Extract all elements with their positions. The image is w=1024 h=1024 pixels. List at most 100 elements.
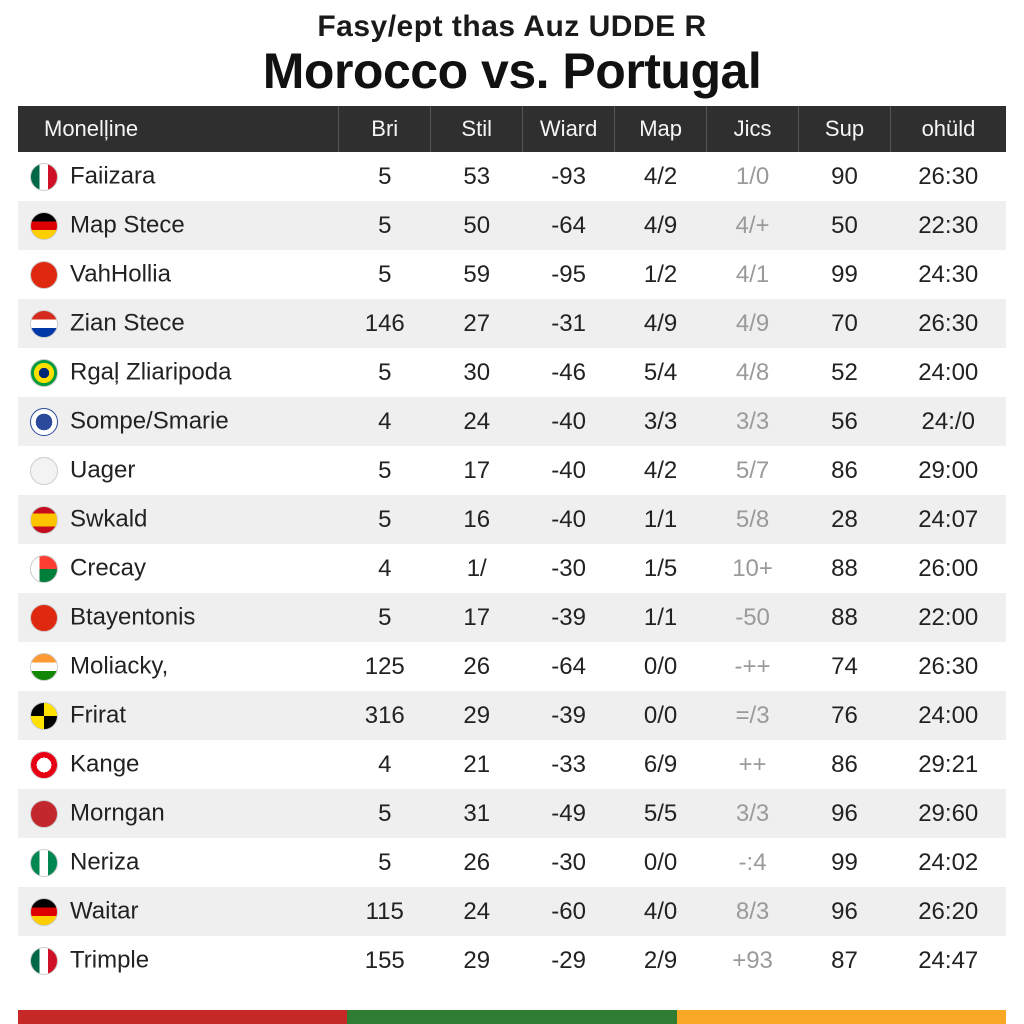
table-body: Faiizara553-934/21/09026:30Map Stece550-…	[18, 152, 1006, 985]
page-root: Fasy/ept thas Auz UDDE R Morocco vs. Por…	[0, 0, 1024, 1024]
table-row[interactable]: Sompe/Smarie424-403/33/35624:/0	[18, 397, 1006, 446]
cell-jics: -++	[707, 642, 799, 691]
cell-stil: 26	[431, 642, 523, 691]
table-header: Monelļine Bri Stil Wiard Map Jics Sup oh…	[18, 106, 1006, 152]
cell-jics: 8/3	[707, 887, 799, 936]
table-row[interactable]: Neriza526-300/0-:49924:02	[18, 838, 1006, 887]
col-header-jics: Jics	[707, 106, 799, 152]
cell-sup: 56	[799, 397, 891, 446]
cell-sup: 96	[799, 789, 891, 838]
cell-name: Trimple	[18, 936, 339, 985]
table-row[interactable]: Crecay41/-301/510+8826:00	[18, 544, 1006, 593]
cell-jics: 4/+	[707, 201, 799, 250]
cell-last: 26:30	[890, 299, 1006, 348]
row-name-text: Faiizara	[70, 163, 155, 190]
cell-wiard: -40	[523, 397, 615, 446]
cell-last: 26:00	[890, 544, 1006, 593]
table-row[interactable]: Btayentonis517-391/1-508822:00	[18, 593, 1006, 642]
cell-name: Rgaļ Zliaripoda	[18, 348, 339, 397]
cell-bri: 4	[339, 397, 431, 446]
cell-sup: 28	[799, 495, 891, 544]
table-row[interactable]: Frirat31629-390/0=/37624:00	[18, 691, 1006, 740]
cell-wiard: -46	[523, 348, 615, 397]
row-name-text: Btayentonis	[70, 604, 195, 631]
table-row[interactable]: Faiizara553-934/21/09026:30	[18, 152, 1006, 201]
cell-jics: ++	[707, 740, 799, 789]
bottom-seg-1	[18, 1010, 347, 1024]
cell-map: 4/2	[615, 152, 707, 201]
cell-wiard: -39	[523, 691, 615, 740]
cell-map: 1/2	[615, 250, 707, 299]
cell-stil: 26	[431, 838, 523, 887]
cell-sup: 96	[799, 887, 891, 936]
cell-stil: 53	[431, 152, 523, 201]
cell-name: Moliacky,	[18, 642, 339, 691]
table-row[interactable]: Trimple15529-292/9+938724:47	[18, 936, 1006, 985]
cell-last: 24:47	[890, 936, 1006, 985]
cell-sup: 50	[799, 201, 891, 250]
cell-last: 29:00	[890, 446, 1006, 495]
row-name-text: Moliacky,	[70, 653, 168, 680]
table-row[interactable]: Rgaļ Zliaripoda530-465/44/85224:00	[18, 348, 1006, 397]
row-name-text: Frirat	[70, 702, 126, 729]
cell-stil: 24	[431, 887, 523, 936]
cell-bri: 5	[339, 201, 431, 250]
cell-sup: 88	[799, 544, 891, 593]
main-title: Morocco vs. Portugal	[18, 42, 1006, 100]
table-row[interactable]: Uager517-404/25/78629:00	[18, 446, 1006, 495]
cell-sup: 86	[799, 446, 891, 495]
cell-last: 24:00	[890, 348, 1006, 397]
cell-last: 24:/0	[890, 397, 1006, 446]
cell-jics: =/3	[707, 691, 799, 740]
bottom-seg-2	[347, 1010, 676, 1024]
cell-wiard: -95	[523, 250, 615, 299]
spain-flag-icon	[30, 506, 58, 534]
cell-name: VahHollia	[18, 250, 339, 299]
cell-sup: 88	[799, 593, 891, 642]
table-row[interactable]: Map Stece550-644/94/+5022:30	[18, 201, 1006, 250]
cell-sup: 74	[799, 642, 891, 691]
cell-wiard: -40	[523, 446, 615, 495]
cell-name: Frirat	[18, 691, 339, 740]
cell-stil: 1/	[431, 544, 523, 593]
cell-jics: 3/3	[707, 789, 799, 838]
cell-last: 26:30	[890, 152, 1006, 201]
cell-wiard: -93	[523, 152, 615, 201]
cell-name: Waitar	[18, 887, 339, 936]
cell-map: 5/4	[615, 348, 707, 397]
table-row[interactable]: Moliacky,12526-640/0-++7426:30	[18, 642, 1006, 691]
table-row[interactable]: Morngan531-495/53/39629:60	[18, 789, 1006, 838]
cell-wiard: -30	[523, 838, 615, 887]
row-name-text: Map Stece	[70, 212, 185, 239]
cell-last: 29:60	[890, 789, 1006, 838]
crest2-flag-icon	[30, 457, 58, 485]
cell-bri: 5	[339, 495, 431, 544]
table-row[interactable]: Zian Stece14627-314/94/97026:30	[18, 299, 1006, 348]
cell-name: Faiizara	[18, 152, 339, 201]
table-row[interactable]: Kange421-336/9++8629:21	[18, 740, 1006, 789]
cell-stil: 50	[431, 201, 523, 250]
cell-stil: 31	[431, 789, 523, 838]
cell-jics: 4/1	[707, 250, 799, 299]
paraguay-flag-icon	[30, 310, 58, 338]
cell-last: 22:00	[890, 593, 1006, 642]
bottom-accent-bar	[18, 1010, 1006, 1024]
row-name-text: Sompe/Smarie	[70, 408, 229, 435]
cell-jics: 4/9	[707, 299, 799, 348]
cell-stil: 29	[431, 691, 523, 740]
cell-sup: 99	[799, 250, 891, 299]
row-name-text: Swkald	[70, 506, 147, 533]
cell-last: 29:21	[890, 740, 1006, 789]
cell-map: 5/5	[615, 789, 707, 838]
cell-map: 0/0	[615, 691, 707, 740]
cell-bri: 155	[339, 936, 431, 985]
table-row[interactable]: VahHollia559-951/24/19924:30	[18, 250, 1006, 299]
cell-last: 26:30	[890, 642, 1006, 691]
table-row[interactable]: Waitar11524-604/08/39626:20	[18, 887, 1006, 936]
col-header-stil: Stil	[431, 106, 523, 152]
cell-bri: 5	[339, 250, 431, 299]
cell-wiard: -30	[523, 544, 615, 593]
cell-sup: 52	[799, 348, 891, 397]
table-row[interactable]: Swkald516-401/15/82824:07	[18, 495, 1006, 544]
cell-wiard: -60	[523, 887, 615, 936]
